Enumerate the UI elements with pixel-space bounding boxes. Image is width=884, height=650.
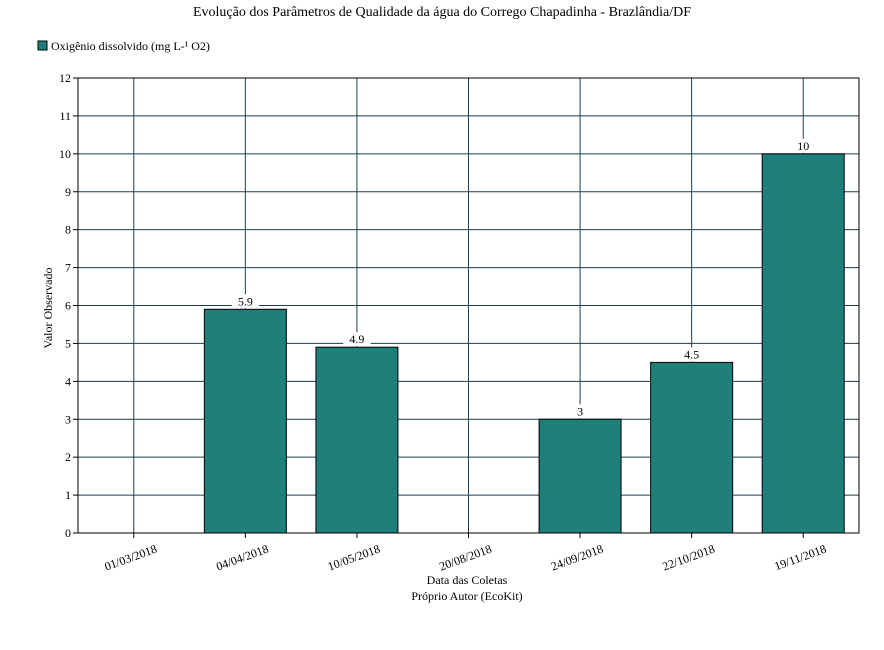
x-tick-label: 24/09/2018 <box>549 542 605 574</box>
data-label-bg <box>231 294 260 309</box>
data-labels: 5.9 4.9 3 4.5 10 <box>231 138 814 419</box>
data-label: 3 <box>577 404 583 418</box>
x-axis-label: Data das Coletas <box>427 573 508 587</box>
legend-swatch <box>37 40 48 51</box>
x-axis-source: Próprio Autor (EcoKit) <box>411 589 522 603</box>
y-tick-label: 12 <box>59 71 71 85</box>
y-tick-label: 9 <box>65 185 71 199</box>
x-tick-label: 10/05/2018 <box>326 542 382 574</box>
y-axis-label: Valor Observado <box>41 268 55 349</box>
data-label: 10 <box>797 139 809 153</box>
y-tick-label: 5 <box>65 336 71 350</box>
x-tick-label: 04/04/2018 <box>214 542 270 574</box>
y-tick-label: 11 <box>59 109 71 123</box>
chart-title: Evolução dos Parâmetros de Qualidade da … <box>193 5 691 20</box>
y-tick-label: 10 <box>59 147 71 161</box>
y-tick-label: 7 <box>65 261 71 275</box>
bar <box>315 346 399 534</box>
data-label: 4.5 <box>684 347 699 361</box>
x-tick-label: 19/11/2018 <box>772 542 828 574</box>
y-tick-label: 6 <box>65 299 71 313</box>
legend: Oxigênio dissolvido (mg L-¹ O2) <box>37 39 210 53</box>
data-label-bg <box>792 138 814 153</box>
data-label: 5.9 <box>238 294 253 308</box>
y-tick-label: 3 <box>65 412 71 426</box>
x-tick-label: 01/03/2018 <box>103 542 159 574</box>
data-label-bg <box>677 347 706 362</box>
bar <box>761 153 845 534</box>
data-label: 4.9 <box>349 332 364 346</box>
bar <box>650 361 734 534</box>
bar <box>538 418 622 534</box>
y-tick-label: 4 <box>65 374 71 388</box>
y-tick-label: 1 <box>65 488 71 502</box>
plot-frame <box>77 77 860 534</box>
x-tick-label: 20/08/2018 <box>437 542 493 574</box>
grid <box>78 77 859 534</box>
bars <box>203 153 845 534</box>
y-tick-label: 0 <box>65 526 71 540</box>
x-tick-label: 22/10/2018 <box>661 542 717 574</box>
legend-label: Oxigênio dissolvido (mg L-¹ O2) <box>51 39 210 53</box>
y-tick-label: 8 <box>65 223 71 237</box>
data-label-bg <box>343 332 371 347</box>
bar <box>203 308 287 534</box>
y-tick-label: 2 <box>65 450 71 464</box>
x-axis-ticks: 01/03/2018 04/04/2018 10/05/2018 20/08/2018… <box>103 533 828 574</box>
data-label-bg <box>572 404 588 419</box>
